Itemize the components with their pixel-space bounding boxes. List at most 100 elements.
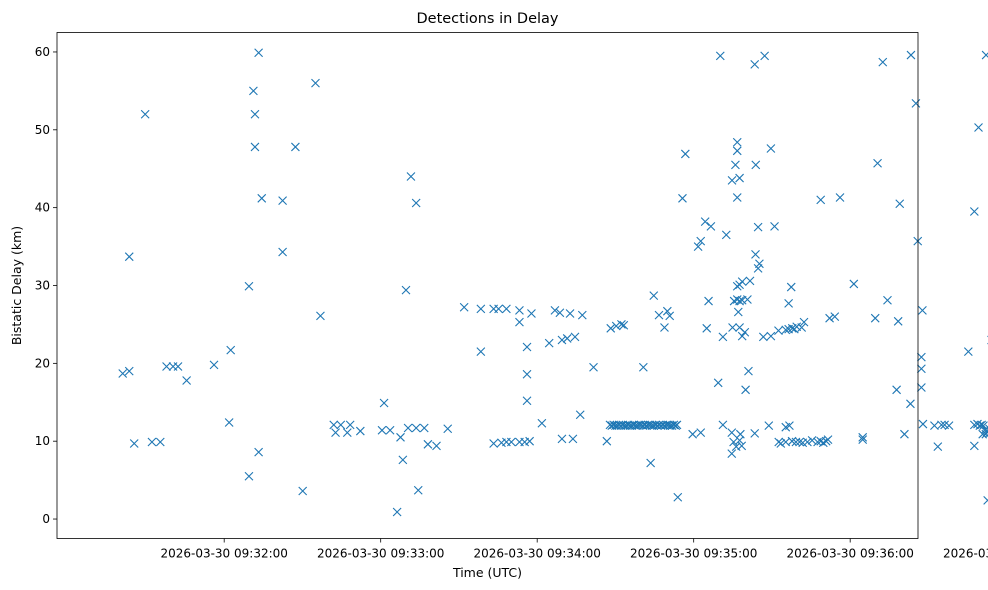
detection-point xyxy=(316,311,325,321)
detection-point xyxy=(883,295,892,305)
x-tick-label: 2026-03-30 09:36:00 xyxy=(786,547,913,561)
y-tick-label: 40 xyxy=(35,201,50,215)
detection-point xyxy=(930,421,939,431)
detection-point xyxy=(696,236,706,246)
detection-point xyxy=(525,436,535,446)
detection-point xyxy=(617,320,626,329)
detection-point xyxy=(667,421,677,431)
detection-point xyxy=(646,458,656,468)
detection-point xyxy=(858,432,868,442)
y-tick-label: 50 xyxy=(35,123,50,137)
detection-point xyxy=(619,320,629,330)
detection-point xyxy=(257,193,267,203)
y-tick-label: 0 xyxy=(42,512,50,526)
detection-point xyxy=(250,142,260,152)
detection-point xyxy=(522,369,532,379)
detection-point xyxy=(774,326,783,336)
detection-point xyxy=(537,418,547,428)
detection-point xyxy=(678,193,687,203)
detection-point xyxy=(933,442,943,452)
plot-area xyxy=(118,48,988,517)
detection-point xyxy=(244,471,254,481)
detection-point xyxy=(226,345,236,355)
detection-point xyxy=(737,331,747,341)
detection-point xyxy=(355,426,365,436)
detection-point xyxy=(401,285,411,295)
detection-point xyxy=(291,142,300,152)
detection-point xyxy=(688,429,698,439)
detection-point xyxy=(784,324,794,334)
detection-point xyxy=(702,323,712,333)
detection-point xyxy=(751,249,760,259)
detection-point xyxy=(974,123,983,132)
detection-point xyxy=(411,423,421,433)
detection-point xyxy=(918,306,927,315)
detection-point xyxy=(900,429,909,439)
detection-point xyxy=(544,338,554,348)
detection-point xyxy=(795,437,804,447)
detection-point xyxy=(660,323,669,332)
detection-point xyxy=(342,428,352,438)
detection-point xyxy=(758,332,768,342)
detection-point xyxy=(784,299,794,308)
detection-point xyxy=(432,441,441,451)
detection-point xyxy=(250,109,260,119)
detection-point xyxy=(662,306,672,316)
detection-point xyxy=(969,441,979,451)
detection-point xyxy=(735,296,744,306)
detection-point xyxy=(978,429,988,439)
detection-point xyxy=(550,306,560,315)
detection-point xyxy=(278,247,288,257)
detection-point xyxy=(823,435,833,445)
detection-point xyxy=(254,48,264,58)
detection-point xyxy=(706,221,716,231)
detection-point xyxy=(977,420,987,430)
detection-point xyxy=(751,160,761,170)
detection-point xyxy=(396,432,405,442)
detection-point xyxy=(476,304,486,314)
detection-point xyxy=(807,436,817,445)
detection-point xyxy=(249,86,258,96)
detection-point xyxy=(873,158,882,168)
detection-point xyxy=(830,312,840,322)
detection-point xyxy=(755,259,764,269)
detection-point xyxy=(735,173,744,183)
detection-point xyxy=(750,429,760,438)
detection-point xyxy=(147,437,157,447)
detection-point xyxy=(713,378,723,388)
detection-point xyxy=(700,217,710,227)
detection-point xyxy=(515,317,524,327)
detection-point xyxy=(732,193,742,202)
detection-point xyxy=(680,149,690,159)
detection-point xyxy=(969,207,979,216)
detection-point xyxy=(727,428,737,438)
detection-point xyxy=(741,385,750,395)
detection-point xyxy=(489,439,499,448)
detection-point xyxy=(818,438,828,448)
detection-point xyxy=(459,302,469,312)
detection-point xyxy=(522,342,532,352)
detection-point xyxy=(892,385,902,395)
detection-point xyxy=(893,316,903,326)
detection-point xyxy=(696,428,706,438)
detection-point xyxy=(345,420,355,430)
detection-point xyxy=(727,176,737,185)
detection-point xyxy=(606,323,616,333)
y-tick-label: 10 xyxy=(35,434,50,448)
detection-point xyxy=(419,423,429,433)
detection-point xyxy=(737,441,747,451)
detection-point xyxy=(671,421,681,431)
detection-point xyxy=(737,277,747,286)
detection-point xyxy=(385,425,395,435)
x-tick-label: 2026-03-30 09:32:00 xyxy=(160,547,287,561)
detection-point xyxy=(129,439,139,448)
detection-point xyxy=(476,347,486,357)
detection-point xyxy=(727,449,737,459)
detection-point xyxy=(568,434,578,444)
detection-point xyxy=(917,383,926,392)
detection-point xyxy=(329,420,339,430)
detection-point xyxy=(735,436,744,445)
detection-point xyxy=(745,276,755,286)
detection-point xyxy=(704,296,713,306)
